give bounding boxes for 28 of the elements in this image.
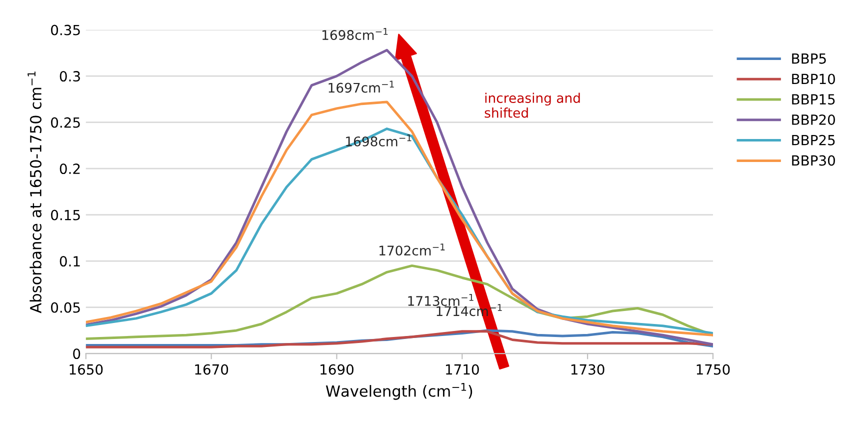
x-axis-title: Wavelength (cm$^{−1}$) [326,382,472,400]
x-tick-label: 1710 [446,364,479,375]
annotation: 1697cm$^{−1}$ [328,80,394,93]
legend-label: BBP5 [792,54,826,64]
annotation: increasing and shifted [484,92,580,118]
y-tick-label: 0.25 [51,117,80,128]
y-tick-label: 0.1 [60,256,80,267]
legend-label: BBP15 [792,94,835,105]
y-tick-label: 0.05 [51,302,80,313]
legend-label: BBP30 [792,155,835,166]
legend-label: BBP20 [792,114,835,125]
x-tick-label: 1670 [195,364,228,375]
annotation: 1713cm$^{−1}$ [408,294,474,306]
x-tick-label: 1730 [571,364,604,375]
x-tick-label: 1690 [320,364,354,375]
annotation: 1702cm$^{−1}$ [380,244,445,256]
legend-label: BBP25 [792,134,835,146]
y-tick-label: 0.35 [51,24,80,36]
annotation: 1698cm$^{−1}$ [322,28,388,40]
y-tick-label: 0.3 [60,71,80,82]
y-tick-label: 0.15 [51,210,80,220]
x-tick-label: 1650 [70,364,103,375]
y-tick-label: 0.2 [60,164,80,174]
y-tick-label: 0 [73,348,80,360]
legend-label: BBP10 [792,74,835,84]
line-series [86,48,713,346]
x-tick-label: 1750 [696,364,730,375]
y-axis-title: Absorbance at 1650-1750 cm$^{−1}$ [28,72,42,314]
